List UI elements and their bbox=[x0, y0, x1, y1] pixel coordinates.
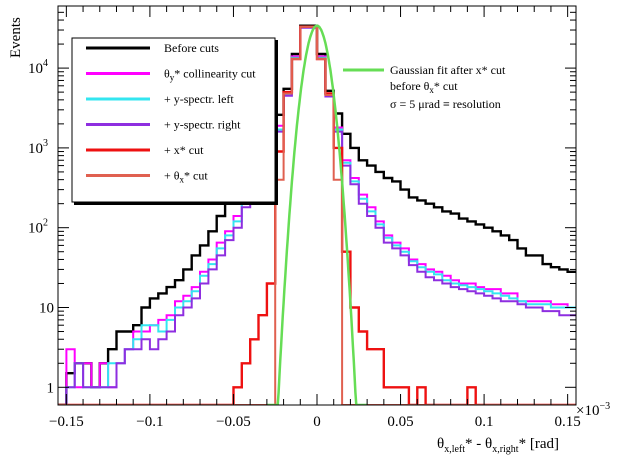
fit-annotation-line1: Gaussian fit after x* cut bbox=[390, 63, 506, 77]
y-tick-label-0: 1 bbox=[47, 380, 55, 396]
x-axis-title-main: θ bbox=[437, 436, 444, 452]
x-tick-label-3: 0 bbox=[313, 414, 321, 430]
y-tick-exp: 3 bbox=[43, 138, 48, 149]
legend-label-2: + y-spectr. left bbox=[164, 92, 234, 106]
y-axis-title: Events bbox=[8, 17, 24, 58]
y-tick-label-1: 10 bbox=[39, 300, 54, 316]
x-axis-title-sub1: x,left bbox=[444, 444, 465, 455]
legend-label-3: + y-spectr. right bbox=[164, 118, 241, 132]
fit-annotation-line2-main: before θ bbox=[390, 79, 430, 93]
y-tick-base: 10 bbox=[28, 141, 43, 157]
gaussian-fit-line bbox=[266, 24, 368, 405]
legend-shadow-right bbox=[275, 40, 278, 204]
legend-label-sub: x bbox=[180, 175, 185, 185]
y-tick-exp: 4 bbox=[43, 58, 48, 69]
series-layer bbox=[58, 24, 576, 405]
legend-label-main: θ bbox=[164, 67, 170, 81]
legend-label-tail: * collinearity cut bbox=[174, 67, 256, 81]
x-axis-title-mid: * - θ bbox=[465, 436, 492, 452]
y-tick-label-4: 104 bbox=[28, 58, 48, 77]
x-tick-label-4: 0.05 bbox=[387, 414, 413, 430]
legend-label-1: θy* collinearity cut bbox=[164, 67, 256, 83]
series-line-0 bbox=[58, 24, 576, 405]
x-tick-label-1: −0.1 bbox=[136, 414, 163, 430]
x-axis-title-tail: * [rad] bbox=[519, 436, 559, 452]
y-tick-exp: 2 bbox=[43, 218, 48, 229]
fit-annotation-line3: σ = 5 μrad ≡ resolution bbox=[390, 97, 501, 111]
legend-label-5: + θx* cut bbox=[164, 169, 208, 185]
legend: Before cuts θy* collinearity cut + y-spect… bbox=[71, 37, 278, 205]
x-multiplier-exp: −3 bbox=[599, 401, 610, 412]
x-axis-title: θx,left* - θx,right* [rad] bbox=[437, 436, 559, 455]
x-tick-label-6: 0.15 bbox=[555, 414, 581, 430]
legend-label-0: Before cuts bbox=[164, 41, 219, 55]
y-tick-label-2: 102 bbox=[28, 218, 48, 237]
fit-annotation: Gaussian fit after x* cut before θx* cut… bbox=[343, 63, 506, 111]
x-axis-title-sub2: x,right bbox=[492, 444, 519, 455]
legend-label-tail: * cut bbox=[184, 169, 208, 183]
x-tick-label-0: −0.15 bbox=[49, 414, 84, 430]
x-multiplier-base: ×10 bbox=[576, 403, 599, 419]
x-tick-label-2: −0.05 bbox=[216, 414, 251, 430]
legend-label-4: + x* cut bbox=[164, 143, 204, 157]
y-tick-base: 10 bbox=[28, 221, 43, 237]
x-tick-label-5: 0.1 bbox=[475, 414, 494, 430]
y-tick-base: 10 bbox=[28, 61, 43, 77]
legend-shadow-bottom bbox=[74, 202, 278, 205]
x-axis-multiplier: ×10−3 bbox=[576, 401, 610, 419]
fit-annotation-line2-sub: x bbox=[429, 85, 434, 95]
legend-label-sub: y bbox=[170, 73, 175, 83]
series-group bbox=[58, 24, 576, 405]
fit-annotation-line2-tail: * cut bbox=[434, 79, 458, 93]
legend-label-main: + θ bbox=[164, 169, 180, 183]
fit-annotation-line2: before θx* cut bbox=[390, 79, 458, 95]
y-tick-label-3: 103 bbox=[28, 138, 48, 157]
